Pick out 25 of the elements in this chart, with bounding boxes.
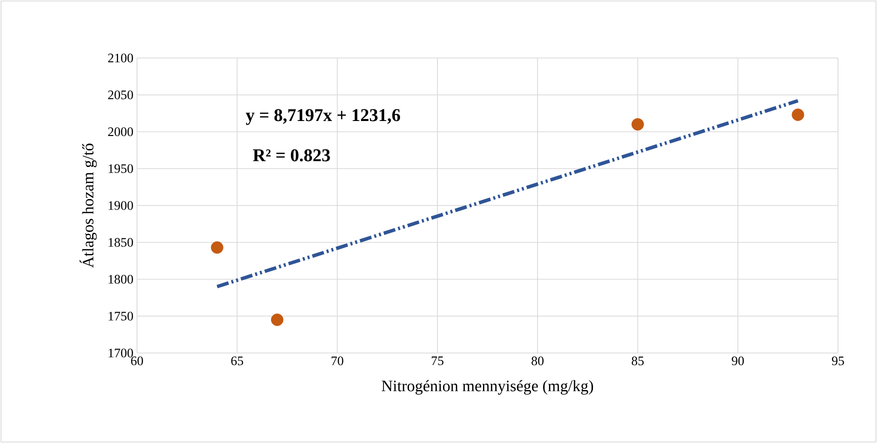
x-tick-label: 60 — [131, 356, 143, 366]
y-tick-label: 2100 — [108, 54, 133, 62]
annotation: y = 8,7197x + 1231,6 — [246, 109, 400, 125]
y-tick-label: 1950 — [108, 164, 133, 173]
x-tick-label: 95 — [832, 356, 844, 366]
x-axis-title: Nitrogénion mennyisége (mg/kg) — [382, 380, 594, 395]
y-tick-label: 1750 — [108, 312, 133, 320]
point — [632, 118, 644, 131]
x-tick-label: 70 — [332, 356, 344, 366]
point — [792, 108, 804, 121]
point — [271, 314, 284, 326]
point — [210, 241, 224, 254]
y-tick-label: 1700 — [108, 348, 133, 358]
y-tick-label: 2050 — [108, 90, 133, 100]
x-tick-label: 80 — [532, 356, 544, 366]
y-tick-label: 2000 — [108, 127, 133, 136]
x-tick-label: 90 — [732, 356, 744, 366]
y-tick-label: 1800 — [108, 274, 133, 284]
x-tick-label: 85 — [632, 356, 644, 366]
y-tick-label: 1900 — [108, 201, 133, 210]
x-tick-label: 75 — [432, 356, 444, 366]
y-axis-title: Átlagos hozam g/tő — [80, 144, 97, 268]
annotation: R² = 0.823 — [252, 149, 330, 162]
y-tick-label: 1850 — [108, 238, 133, 247]
x-tick-label: 65 — [231, 356, 244, 366]
